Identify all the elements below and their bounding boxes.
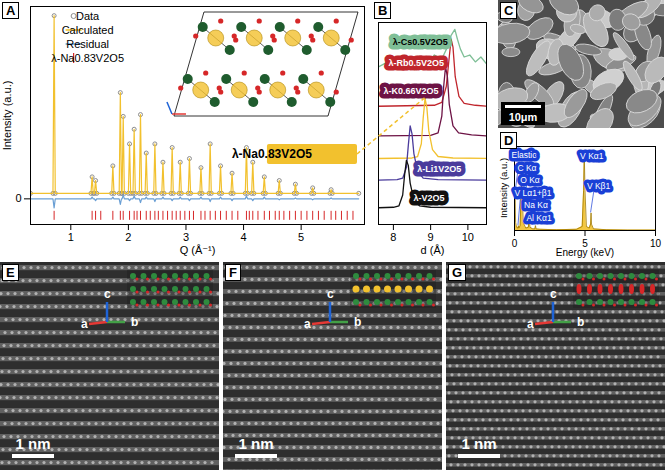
html-text:B: B (378, 3, 388, 18)
html-text:C: C (504, 3, 514, 18)
svg-text:Calculated: Calculated (62, 24, 114, 36)
svg-text:λ-Na0.83V2O5: λ-Na0.83V2O5 (232, 147, 312, 161)
svg-text:b: b (354, 315, 361, 329)
svg-text:λ-Li1V2O5: λ-Li1V2O5 (417, 164, 461, 174)
svg-text:C Kα: C Kα (517, 163, 536, 173)
svg-text:1: 1 (68, 231, 74, 243)
svg-text:10μm: 10μm (509, 111, 538, 123)
svg-text:V Kα1: V Kα1 (580, 151, 604, 161)
svg-text:Na Kα: Na Kα (524, 200, 548, 210)
html-text:G: G (452, 265, 463, 280)
svg-text:b: b (577, 315, 584, 329)
svg-text:λ-Na0.83V2O5: λ-Na0.83V2O5 (51, 52, 124, 64)
svg-text:8: 8 (390, 231, 396, 243)
svg-text:λ-Rb0.5V2O5: λ-Rb0.5V2O5 (389, 58, 445, 68)
svg-text:a: a (527, 317, 534, 331)
html-text:A: A (6, 3, 16, 18)
html-text:F: F (229, 265, 237, 280)
svg-text:c: c (327, 287, 334, 301)
svg-text:10: 10 (650, 238, 662, 249)
svg-text:Energy (keV): Energy (keV) (556, 247, 614, 258)
html-text:E: E (6, 265, 15, 280)
svg-text:Intensity (a.u.): Intensity (a.u.) (498, 158, 509, 218)
svg-text:0: 0 (512, 238, 518, 249)
svg-text:Data: Data (76, 10, 100, 22)
html-text:D: D (504, 133, 514, 148)
svg-text:a: a (81, 317, 88, 331)
svg-text:1 nm: 1 nm (238, 435, 273, 452)
svg-text:4: 4 (241, 231, 247, 243)
svg-text:b: b (131, 315, 138, 329)
svg-text:V Lα1+β1: V Lα1+β1 (515, 188, 552, 198)
svg-text:c: c (550, 287, 557, 301)
svg-text:d (Å): d (Å) (421, 244, 445, 256)
svg-text:Elastic: Elastic (511, 150, 537, 160)
svg-text:Q (Å⁻¹): Q (Å⁻¹) (180, 244, 216, 256)
svg-text:V Kβ1: V Kβ1 (587, 181, 611, 191)
svg-text:λ-K0.66V2O5: λ-K0.66V2O5 (383, 86, 438, 96)
svg-text:5: 5 (298, 231, 304, 243)
svg-text:Al Kα1: Al Kα1 (526, 213, 552, 223)
svg-text:λ-V2O5: λ-V2O5 (413, 193, 444, 203)
svg-text:Residual: Residual (66, 38, 109, 50)
svg-text:c: c (104, 287, 111, 301)
svg-text:O Kα: O Kα (520, 175, 540, 185)
svg-text:9: 9 (428, 231, 434, 243)
svg-text:2: 2 (125, 231, 131, 243)
svg-text:3: 3 (183, 231, 189, 243)
svg-text:1 nm: 1 nm (15, 435, 50, 452)
svg-text:1 nm: 1 nm (461, 435, 496, 452)
svg-text:0: 0 (15, 192, 21, 204)
svg-text:Intensity (a.u.): Intensity (a.u.) (1, 81, 13, 151)
svg-text:5: 5 (582, 237, 588, 249)
svg-text:a: a (304, 317, 311, 331)
svg-text:λ-Cs0.5V2O5: λ-Cs0.5V2O5 (393, 37, 448, 47)
svg-text:10: 10 (462, 231, 474, 243)
